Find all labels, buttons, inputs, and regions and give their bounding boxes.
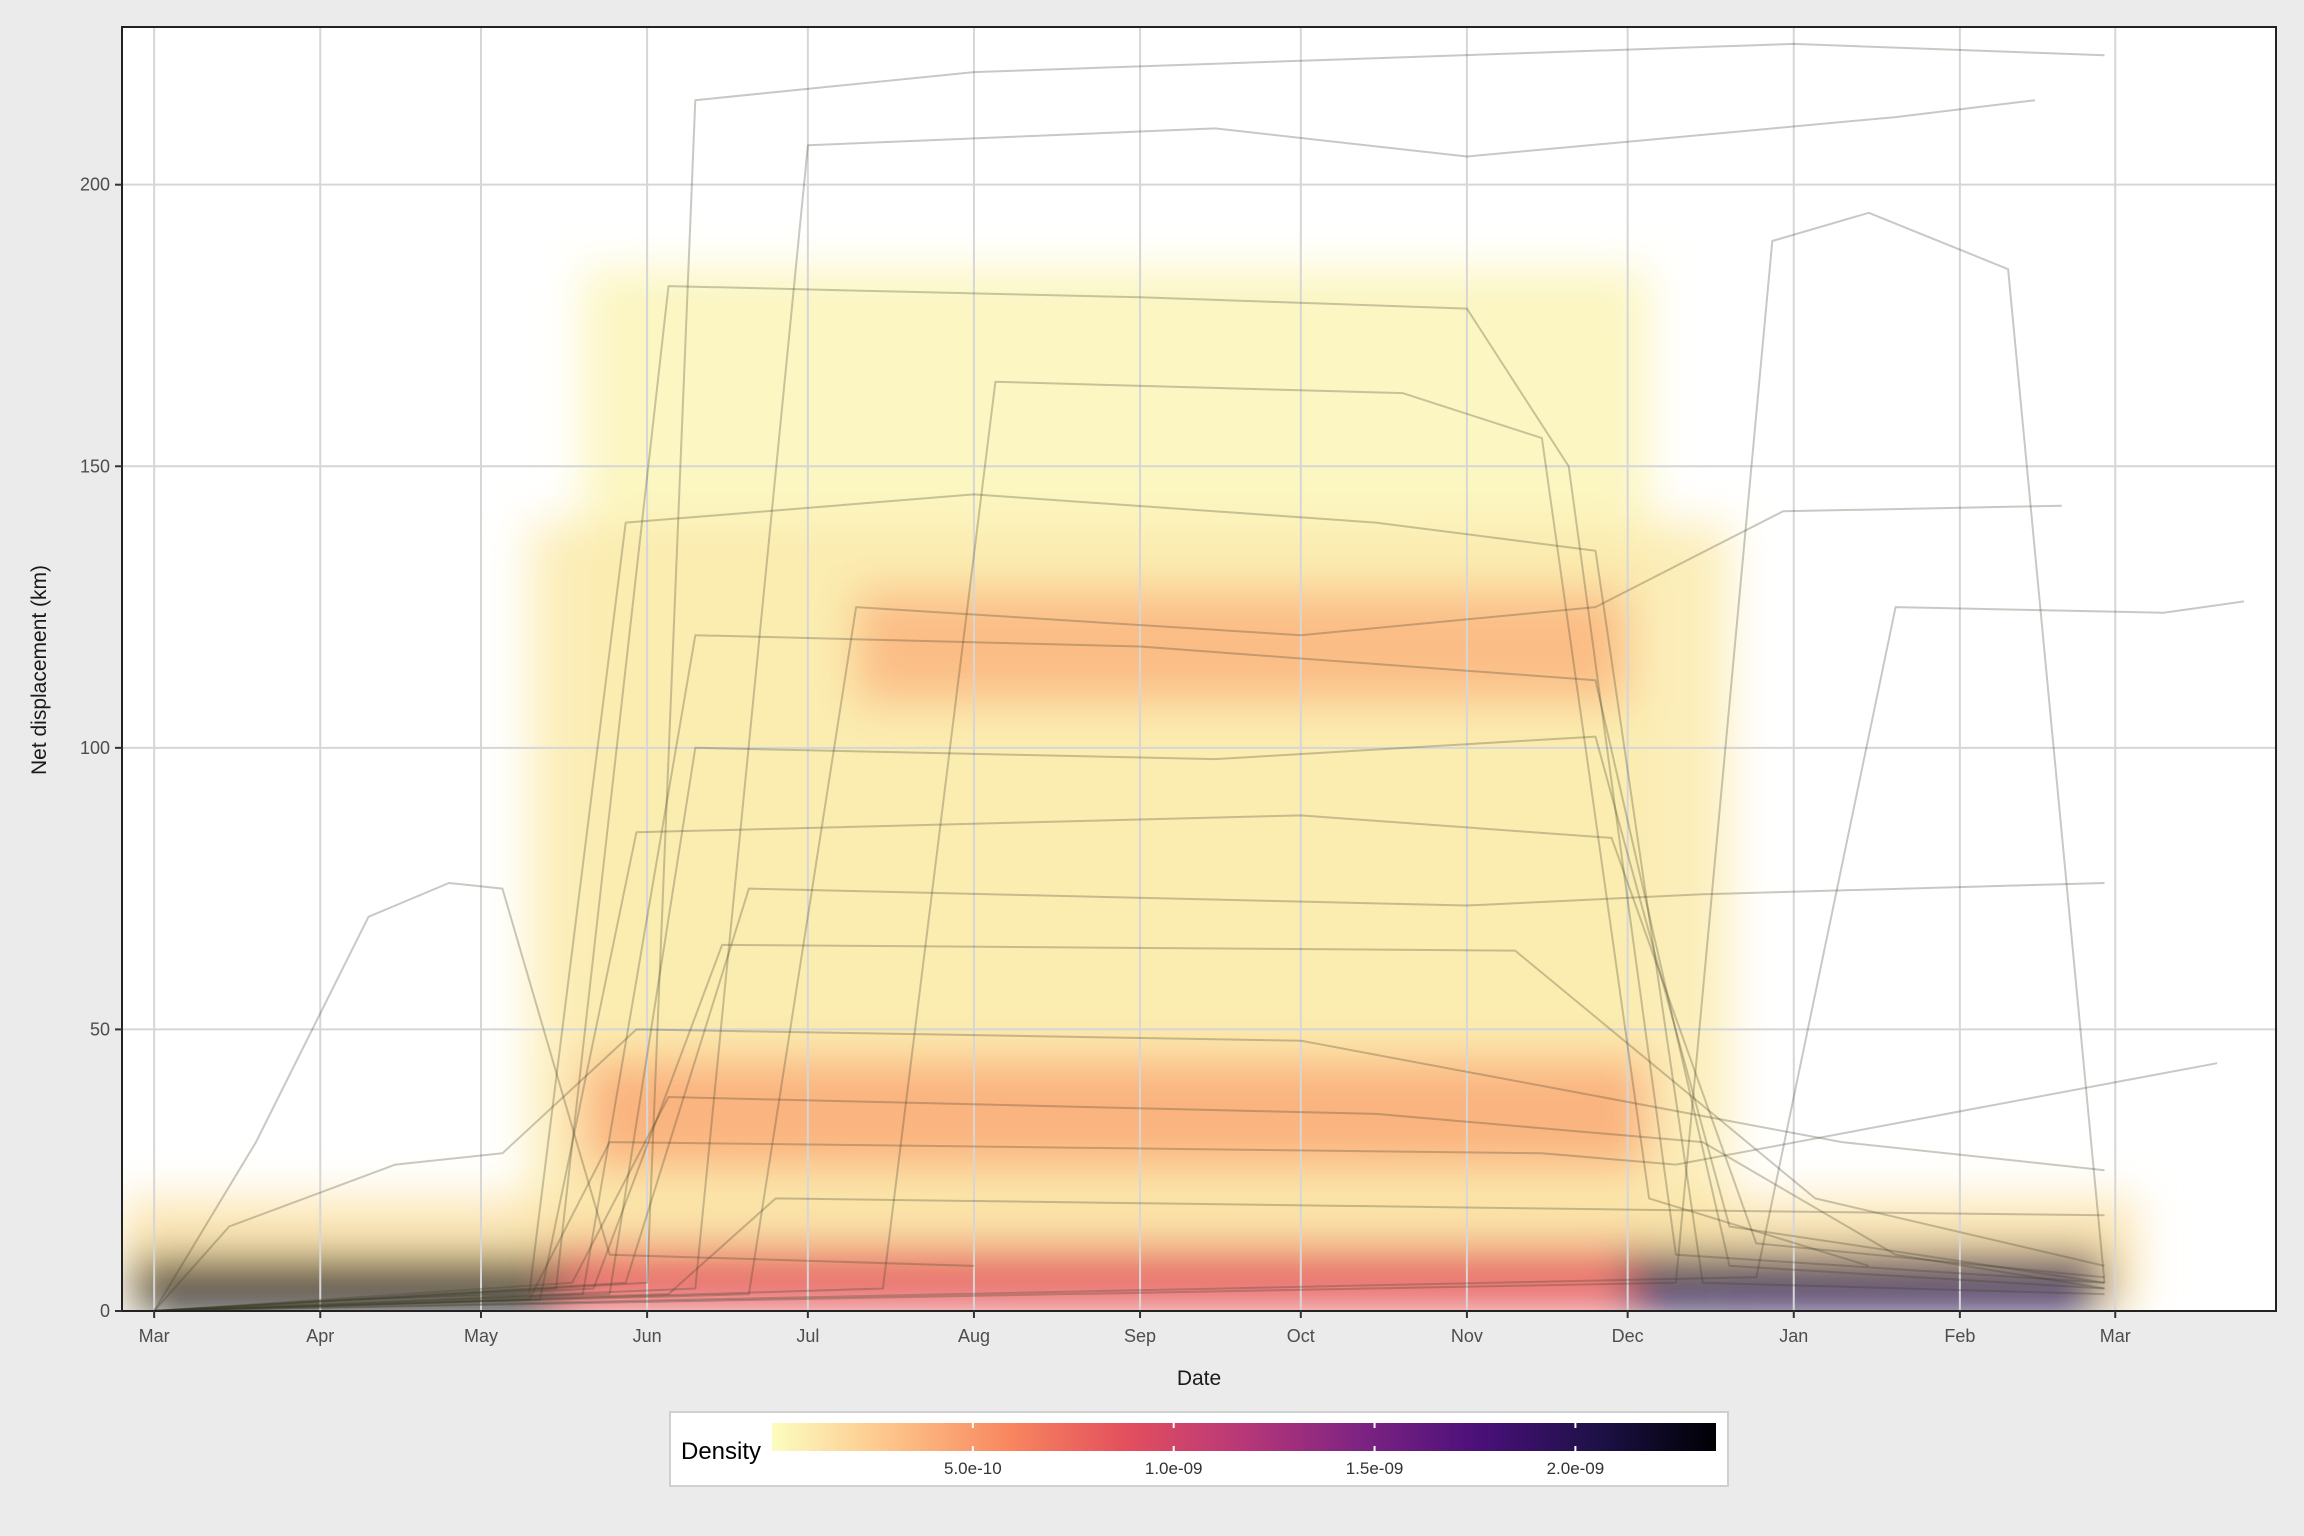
- trajectory-line: [154, 42, 2105, 1311]
- legend-tick-label: 2.0e-09: [1547, 1459, 1605, 1478]
- legend: Density 5.0e-10 1.0e-09 1.5e-09 2.0e-09: [669, 1411, 1729, 1487]
- trajectory-lines: [153, 42, 2245, 1311]
- legend-tick-label: 1.0e-09: [1145, 1459, 1203, 1478]
- x-tick-label: Apr: [306, 1326, 334, 1346]
- y-tick-label: 50: [90, 1019, 110, 1039]
- trajectory-line: [154, 600, 2245, 1311]
- trajectory-line: [154, 493, 2105, 1311]
- gridlines: [122, 27, 2276, 1312]
- x-tick-label: Jun: [633, 1326, 662, 1346]
- x-axis-ticks: Mar Apr May Jun Jul Aug Sep Oct Nov Dec Jan Feb Mar: [139, 1311, 2131, 1346]
- trajectory-line: [154, 1197, 2105, 1311]
- x-tick-label: Sep: [1124, 1326, 1156, 1346]
- y-tick-label: 0: [100, 1301, 110, 1321]
- density-hotspot: [582, 1057, 1650, 1171]
- y-axis-ticks: 0 50 100 150 200: [80, 175, 122, 1321]
- x-tick-label: Dec: [1612, 1326, 1644, 1346]
- trajectory-line: [154, 814, 2105, 1311]
- trajectory-line: [153, 882, 975, 1311]
- legend-tick-label: 1.5e-09: [1346, 1459, 1404, 1478]
- y-tick-label: 100: [80, 738, 110, 758]
- trajectory-line: [154, 634, 2105, 1311]
- x-tick-label: Oct: [1287, 1326, 1315, 1346]
- legend-title: Density: [681, 1438, 761, 1465]
- trajectory-line: [154, 99, 2036, 1311]
- legend-colorbar: [772, 1423, 1716, 1451]
- x-tick-label: Feb: [1944, 1326, 1975, 1346]
- trajectory-line: [154, 882, 2105, 1311]
- plot-border: [121, 26, 2277, 1312]
- x-axis-title: Date: [1177, 1367, 1221, 1390]
- trajectory-line: [154, 380, 1870, 1311]
- trajectory-line: [154, 1096, 2105, 1311]
- y-axis-title: Net displacement (km): [28, 565, 51, 775]
- y-tick-label: 200: [80, 175, 110, 195]
- x-tick-label: Jul: [796, 1326, 819, 1346]
- x-tick-label: May: [464, 1326, 498, 1346]
- trajectory-line: [154, 285, 2105, 1311]
- density-hotspot: [132, 1260, 583, 1311]
- trajectory-line: [154, 211, 2106, 1311]
- trajectory-line: [154, 1062, 2218, 1311]
- x-tick-label: Nov: [1451, 1326, 1483, 1346]
- density-hotspot: [1627, 1254, 2105, 1311]
- trajectory-line: [154, 504, 2062, 1311]
- trajectory-line: [153, 1028, 2105, 1311]
- x-tick-label: Jan: [1779, 1326, 1808, 1346]
- trajectory-line: [154, 943, 2105, 1311]
- density-hotspot: [856, 590, 1628, 703]
- trajectory-line: [154, 735, 2105, 1311]
- legend-tick-label: 5.0e-10: [944, 1459, 1002, 1478]
- x-tick-label: Aug: [958, 1326, 990, 1346]
- x-tick-label: Mar: [2100, 1326, 2131, 1346]
- x-tick-label: Mar: [139, 1326, 170, 1346]
- y-tick-label: 150: [80, 456, 110, 476]
- density-layer: [122, 269, 2137, 1311]
